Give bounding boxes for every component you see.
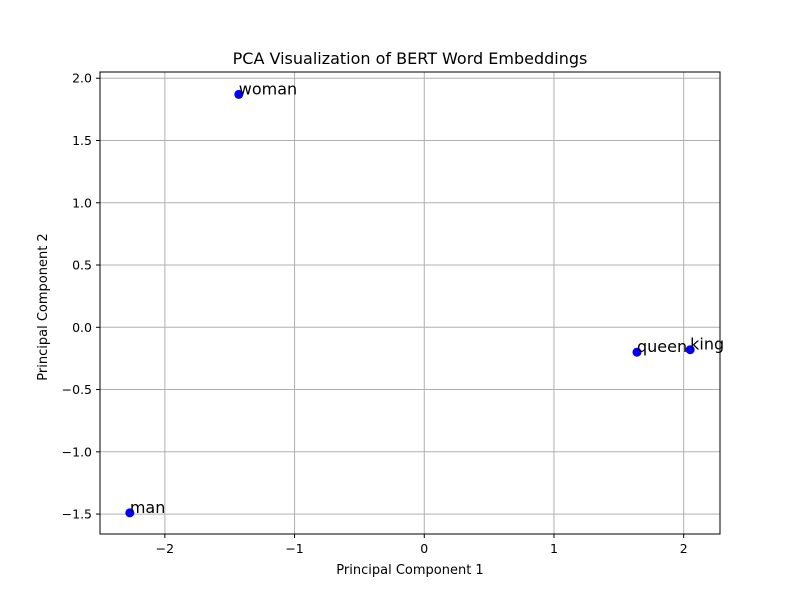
- x-tick-label: 0: [420, 541, 428, 556]
- y-tick-label: 0.0: [72, 320, 92, 335]
- y-tick-label: −1.0: [62, 444, 92, 459]
- grid: [100, 72, 720, 534]
- y-axis: −1.5 −1.0 −0.5 0.0 0.5 1.0 1.5 2.0: [62, 71, 100, 522]
- plot-area: [99, 71, 721, 535]
- x-tick-label: −2: [156, 541, 174, 556]
- x-tick-label: −1: [285, 541, 303, 556]
- x-tick-label: 2: [680, 541, 688, 556]
- y-tick-label: 0.5: [72, 258, 92, 273]
- data-point-woman: [234, 89, 244, 99]
- data-point-queen: [632, 347, 642, 357]
- data-point-king: [685, 345, 695, 355]
- y-tick-label: 2.0: [72, 71, 92, 86]
- x-tick-label: 1: [550, 541, 558, 556]
- point-label-woman: woman: [239, 79, 297, 98]
- data-point-man: [125, 508, 135, 518]
- y-tick-label: 1.0: [72, 195, 92, 210]
- point-label-queen: queen: [637, 337, 687, 356]
- x-axis-label: Principal Component 1: [336, 563, 483, 578]
- point-label-king: king: [690, 335, 724, 354]
- y-tick-label: 1.5: [72, 133, 92, 148]
- x-axis: −2 −1 0 1 2: [156, 534, 688, 556]
- chart-title: PCA Visualization of BERT Word Embedding…: [233, 49, 588, 68]
- y-tick-label: −0.5: [62, 382, 92, 397]
- point-label-man: man: [130, 498, 166, 517]
- y-tick-label: −1.5: [62, 507, 92, 522]
- y-axis-label: Principal Component 2: [36, 233, 51, 380]
